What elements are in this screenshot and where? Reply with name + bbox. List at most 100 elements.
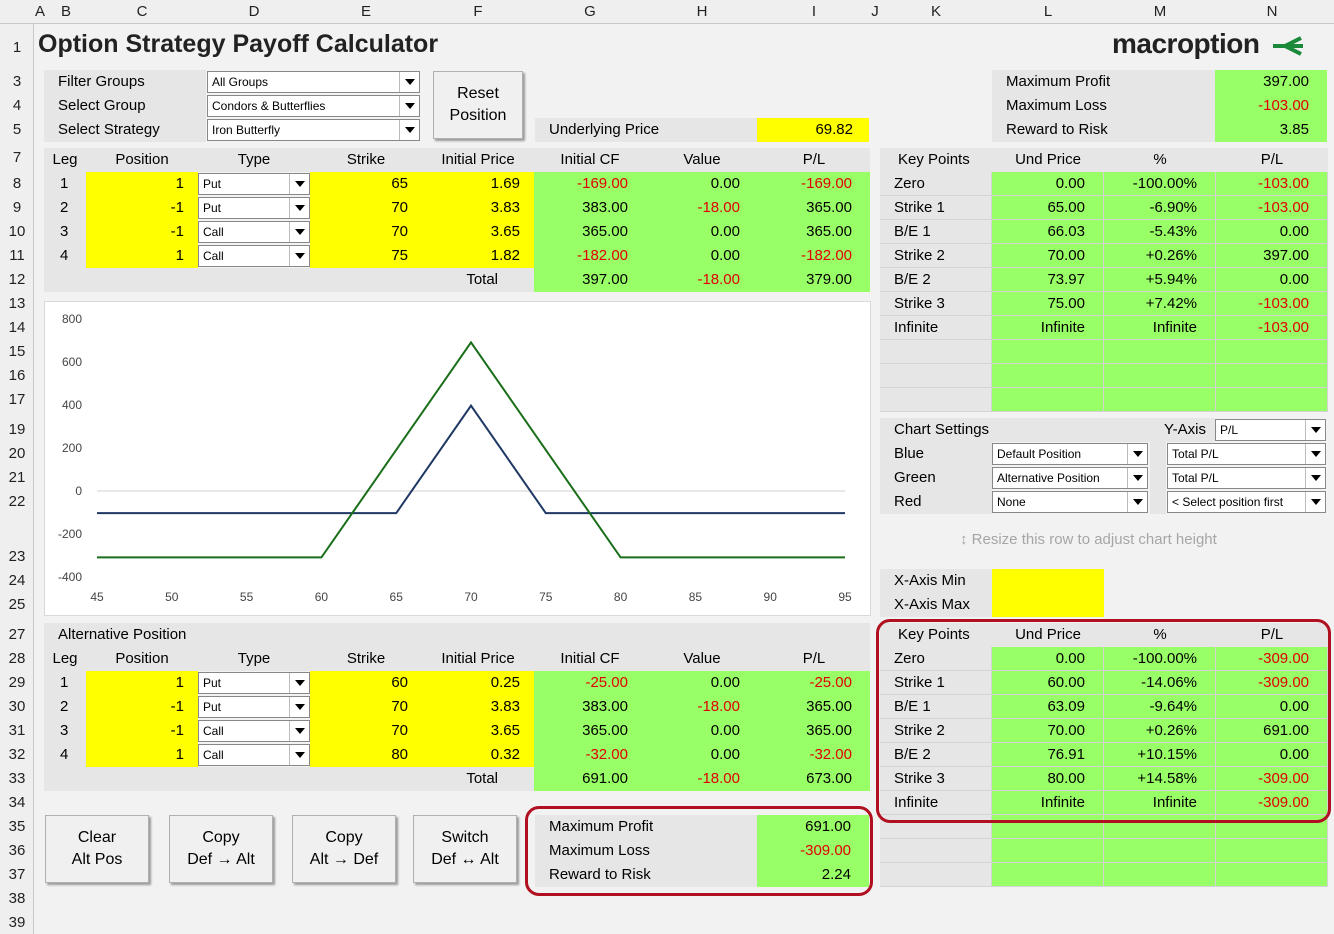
alt-initial-price-input[interactable]: 0.25 [422,671,534,695]
def-kp-name: Strike 3 [880,292,992,316]
def-type-dropdown[interactable]: Call [198,221,310,243]
settings-spacer [1150,466,1166,490]
alt-strike-input[interactable]: 60 [310,671,422,695]
chevron-down-icon [289,673,309,693]
row-header: 19 [8,421,26,438]
blue-value-dropdown[interactable]: Total P/L [1167,443,1326,465]
alt-type-dropdown[interactable]: Call [198,720,310,742]
green-position-dropdown[interactable]: Alternative Position [992,467,1148,489]
alt-type-dropdown[interactable]: Put [198,672,310,694]
x-tick-label: 65 [390,590,404,604]
filter-groups-label: Filter Groups [44,70,206,94]
y-tick-label: 800 [62,312,82,326]
column-header: G [584,3,596,20]
def-position-input[interactable]: -1 [86,196,198,220]
alt-initial-price-input[interactable]: 0.32 [422,743,534,767]
blue-position-dropdown[interactable]: Default Position [992,443,1148,465]
chevron-down-icon [289,198,309,218]
row-header: 38 [8,890,26,907]
copy-def-to-alt-button[interactable]: Copy Def → Alt [169,815,273,883]
column-header-bar [0,0,1334,24]
def-header-pl: P/L [758,148,870,172]
row-header: 15 [8,343,26,360]
select-strategy-dropdown[interactable]: Iron Butterfly [207,119,420,141]
alt-initial-price-input[interactable]: 3.83 [422,695,534,719]
x-axis-max-label: X-Axis Max [880,593,992,617]
alt-position-input[interactable]: 1 [86,671,198,695]
def-kp-pl: 397.00 [1216,244,1328,268]
alternative-position-title: Alternative Position [44,623,870,647]
def-leg-number: 1 [44,172,86,196]
alt-strike-input[interactable]: 80 [310,743,422,767]
alt-kp-pct: -100.00% [1104,647,1216,671]
red-position-dropdown[interactable]: None [992,491,1148,513]
row-header: 7 [12,149,22,166]
alt-strike-input[interactable]: 70 [310,695,422,719]
column-header: F [473,3,483,20]
chevron-down-icon [1305,444,1325,464]
def-strike-input[interactable]: 65 [310,172,422,196]
def-type-dropdown[interactable]: Call [198,245,310,267]
def-initial-price-input[interactable]: 1.69 [422,172,534,196]
def-initial-price-input[interactable]: 3.83 [422,196,534,220]
select-group-label: Select Group [44,94,206,118]
switch-def-alt-button[interactable]: Switch Def ↔ Alt [413,815,517,883]
alt-type-dropdown[interactable]: Call [198,744,310,766]
alt-pl: 365.00 [758,719,870,743]
alt-kp-name: Strike 2 [880,719,992,743]
payoff-chart-svg: 800 600 400 200 0 -200 -400 45 50 55 60 65 70 75 80 85 9… [58,312,852,604]
y-axis-dropdown[interactable]: P/L [1215,419,1326,441]
row-header: 28 [8,650,26,667]
def-strike-input[interactable]: 70 [310,196,422,220]
macroption-logo: macroption [1112,28,1305,60]
max-loss-value: -103.00 [1215,94,1327,118]
alt-kp-pl: -309.00 [1216,671,1328,695]
alt-kp-pl: 0.00 [1216,695,1328,719]
alt-position-input[interactable]: -1 [86,719,198,743]
x-axis-min-input[interactable] [992,569,1104,593]
def-header-strike: Strike [310,148,422,172]
def-kp-empty [880,364,992,388]
copy-alt-to-def-button[interactable]: Copy Alt → Def [292,815,396,883]
def-kp-pl: -103.00 [1216,172,1328,196]
chevron-down-icon [1127,468,1147,488]
def-value: 0.00 [646,244,758,268]
blue-series-line [97,403,845,515]
def-type-dropdown[interactable]: Put [198,197,310,219]
alt-initial-price-input[interactable]: 3.65 [422,719,534,743]
x-tick-label: 95 [838,590,852,604]
row-header: 23 [8,548,26,565]
red-value-dropdown[interactable]: < Select position first [1167,491,1326,513]
alt-strike-input[interactable]: 70 [310,719,422,743]
x-tick-label: 80 [614,590,628,604]
filter-groups-dropdown[interactable]: All Groups [207,71,420,93]
def-initial-price-input[interactable]: 3.65 [422,220,534,244]
alt-header-position: Position [86,647,198,671]
def-initial-price-input[interactable]: 1.82 [422,244,534,268]
select-group-dropdown[interactable]: Condors & Butterflies [207,95,420,117]
def-total-cf: 397.00 [534,268,646,292]
def-position-input[interactable]: 1 [86,172,198,196]
green-value-dropdown[interactable]: Total P/L [1167,467,1326,489]
alt-position-input[interactable]: 1 [86,743,198,767]
row-header: 35 [8,818,26,835]
def-value: 0.00 [646,172,758,196]
def-position-input[interactable]: 1 [86,244,198,268]
def-kp-name: Strike 2 [880,244,992,268]
def-position-input[interactable]: -1 [86,220,198,244]
def-type-dropdown[interactable]: Put [198,173,310,195]
underlying-price-input[interactable]: 69.82 [757,118,869,142]
resize-hint: ↕ Resize this row to adjust chart height [960,531,1217,548]
alt-header-leg: Leg [44,647,86,671]
alt-reward-risk-value: 2.24 [757,863,869,887]
def-strike-input[interactable]: 70 [310,220,422,244]
x-axis-max-input[interactable] [992,593,1104,617]
row-header: 12 [8,271,26,288]
alt-position-input[interactable]: -1 [86,695,198,719]
row-header: 21 [8,469,26,486]
def-strike-input[interactable]: 75 [310,244,422,268]
alt-type-dropdown[interactable]: Put [198,696,310,718]
reset-position-button[interactable]: Reset Position [433,71,523,139]
clear-alt-pos-button[interactable]: Clear Alt Pos [45,815,149,883]
def-kp-und: 66.03 [992,220,1104,244]
